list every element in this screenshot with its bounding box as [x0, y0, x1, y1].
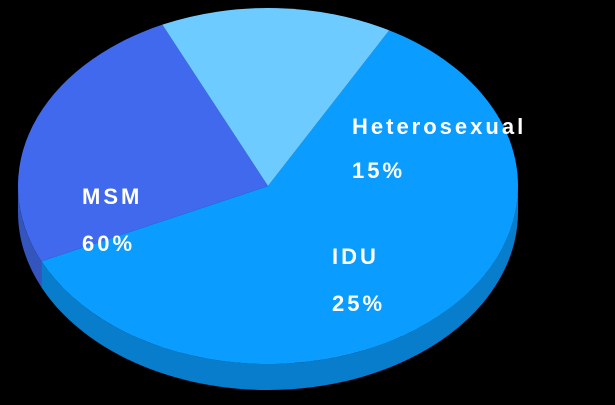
slice-label: MSM [82, 184, 142, 209]
slice [18, 24, 269, 262]
slice-label: Heterosexual [352, 114, 526, 139]
slice-side [18, 186, 42, 288]
slice-label: IDU [332, 244, 379, 269]
slice-value-label: 15% [352, 158, 405, 183]
slice [162, 7, 390, 186]
slice-value-label: 60% [82, 231, 135, 256]
slice [41, 30, 518, 364]
slice-side [41, 186, 518, 391]
slice-value-label: 25% [332, 291, 385, 316]
